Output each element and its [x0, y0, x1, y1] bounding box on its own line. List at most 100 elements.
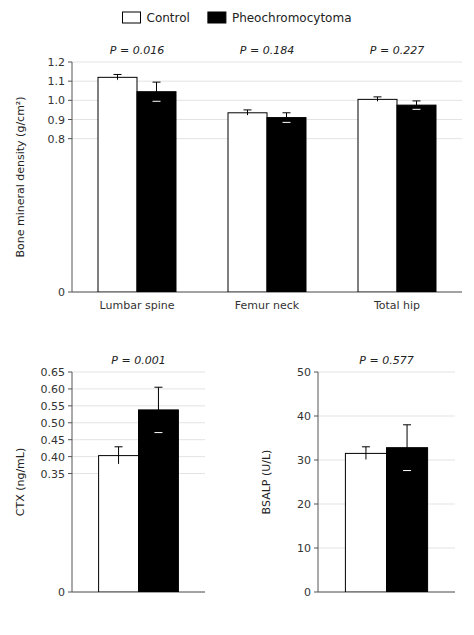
tick-label: 40: [297, 410, 311, 423]
error-stem: [286, 113, 287, 123]
p-value: P = 0.016: [110, 44, 164, 57]
category-label: Total hip: [373, 299, 420, 312]
tick-mark: [68, 422, 72, 423]
error-cap: [283, 112, 291, 113]
error-cap: [244, 109, 252, 110]
tick-label: 0.65: [41, 366, 66, 379]
tick-mark: [68, 592, 72, 593]
plot-area: [98, 74, 436, 292]
tick-label: 0: [58, 286, 65, 299]
legend-label: Control: [147, 11, 190, 25]
error-cap: [374, 96, 382, 97]
tick-label: 0.50: [41, 417, 66, 430]
error-cap: [115, 446, 123, 447]
error-bar: [114, 74, 122, 80]
bar: [137, 92, 176, 292]
tick-label: 20: [297, 498, 311, 511]
error-bar: [115, 447, 123, 465]
error-cap: [153, 101, 161, 102]
error-stem: [377, 97, 378, 102]
tick-mark: [68, 473, 72, 474]
grid-line: [72, 372, 205, 373]
error-cap: [115, 464, 123, 465]
tick-label: 0: [58, 586, 65, 599]
tick-label: 0.60: [41, 383, 66, 396]
tick-mark: [314, 460, 318, 461]
tick-mark: [68, 62, 72, 63]
y-axis: [318, 372, 319, 592]
bar: [397, 105, 436, 292]
y-axis-label: Bone mineral density (g/cm²): [14, 96, 27, 257]
error-stem: [158, 387, 159, 432]
error-bar: [403, 425, 411, 471]
chart: 01020304050P = 0.577BSALP (U/L): [260, 354, 455, 599]
p-value: P = 0.227: [370, 44, 424, 57]
tick-mark: [314, 504, 318, 505]
tick-mark: [68, 439, 72, 440]
error-cap: [153, 82, 161, 83]
tick-label: 0.9: [48, 114, 66, 127]
tick-label: 0.8: [48, 133, 66, 146]
tick-label: 1.0: [48, 94, 66, 107]
tick-label: 30: [297, 454, 311, 467]
error-cap: [413, 109, 421, 110]
legend-swatch: [123, 12, 141, 23]
category-label: Lumbar spine: [100, 299, 175, 312]
error-bar: [244, 110, 252, 116]
error-cap: [244, 115, 252, 116]
bar: [98, 77, 137, 292]
category-label: Femur neck: [235, 299, 300, 312]
p-value: P = 0.577: [359, 354, 413, 367]
bar: [139, 410, 179, 592]
tick-label: 0.45: [41, 434, 66, 447]
error-bar: [283, 113, 291, 123]
figure: 0 0.8 0.9 1.0 1.1 1.2 Lumbar spine Femur neck To…: [0, 0, 474, 635]
tick-mark: [68, 405, 72, 406]
plot-area: [99, 387, 179, 592]
p-value: P = 0.184: [240, 44, 294, 57]
error-bar: [413, 101, 421, 109]
error-bar: [374, 97, 382, 102]
bar: [345, 453, 386, 592]
error-stem: [156, 82, 157, 101]
grid-line: [72, 388, 205, 389]
tick-label: 10: [297, 542, 311, 555]
grid-line: [318, 372, 455, 373]
error-cap: [403, 424, 411, 425]
tick-mark: [68, 100, 72, 101]
error-stem: [407, 425, 408, 471]
tick-label: 0: [304, 586, 311, 599]
error-cap: [403, 470, 411, 471]
error-stem: [117, 74, 118, 80]
error-cap: [362, 460, 370, 461]
error-stem: [416, 101, 417, 109]
error-cap: [413, 100, 421, 101]
tick-mark: [314, 548, 318, 549]
tick-label: 1.1: [48, 75, 66, 88]
tick-label: 1.2: [48, 56, 66, 69]
error-stem: [118, 447, 119, 465]
y-axis: [72, 372, 73, 592]
tick-mark: [314, 416, 318, 417]
plot-area: [345, 425, 427, 592]
error-cap: [114, 80, 122, 81]
legend-swatch: [208, 12, 226, 23]
bar: [358, 99, 397, 292]
tick-mark: [68, 372, 72, 373]
tick-mark: [68, 138, 72, 139]
error-bar: [154, 387, 162, 432]
tick-label: 50: [297, 366, 311, 379]
bar: [228, 113, 267, 292]
legend-label: Pheochromocytoma: [232, 11, 352, 25]
p-value: P = 0.001: [111, 354, 165, 367]
chart: 0 0.8 0.9 1.0 1.1 1.2 Lumbar spine Femur neck To…: [14, 44, 462, 312]
error-bar: [362, 447, 370, 460]
error-stem: [247, 110, 248, 116]
chart: 00.350.400.450.500.550.600.65P = 0.001CT…: [14, 354, 205, 599]
y-axis: [72, 62, 73, 292]
grid-line: [72, 62, 462, 63]
bar: [99, 456, 139, 592]
grid-line: [318, 416, 455, 417]
tick-label: 0.35: [41, 468, 66, 481]
bar: [267, 118, 306, 292]
